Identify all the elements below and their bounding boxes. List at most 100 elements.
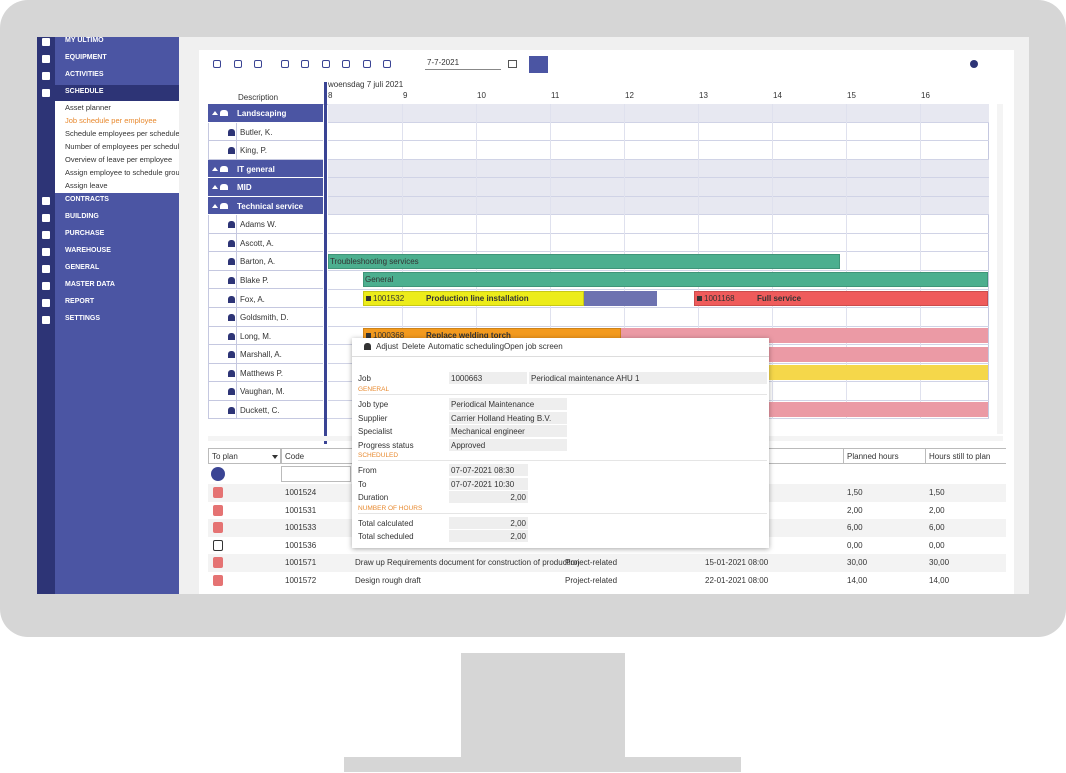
filter-dropdown[interactable]: To plan <box>208 448 281 464</box>
gantt-bar[interactable]: General <box>363 272 988 288</box>
employee-name: Adams W. <box>240 220 277 230</box>
employee-name: Marshall, A. <box>240 350 282 360</box>
field-label: Job <box>358 374 371 383</box>
submenu-item[interactable]: Number of employees per schedule <box>65 142 179 151</box>
cell-code: 1001533 <box>285 523 317 532</box>
column-header[interactable]: Planned hours <box>847 452 899 461</box>
toolbar-icon[interactable] <box>383 60 391 68</box>
gantt-bar[interactable] <box>769 365 988 381</box>
field-value: Periodical Maintenance <box>449 398 567 410</box>
table-row[interactable] <box>208 571 1006 589</box>
cell-code: 1001572 <box>285 575 317 585</box>
v-scrollbar[interactable] <box>997 104 1003 434</box>
menu-item[interactable]: MY ULTIMO <box>65 37 104 44</box>
cell-description: Design rough draft <box>355 575 421 585</box>
menu-item[interactable]: ACTIVITIES <box>65 71 104 78</box>
submenu-item[interactable]: Asset planner <box>65 103 111 112</box>
menu-item[interactable]: GENERAL <box>65 264 100 271</box>
gantt-bar[interactable] <box>584 291 657 306</box>
submenu-item[interactable]: Assign employee to schedule group <box>65 168 179 177</box>
column-header[interactable]: Hours still to plan <box>929 452 991 461</box>
hour-label: 8 <box>328 91 333 100</box>
calendar-icon[interactable] <box>508 60 517 68</box>
cell-date: 22-01-2021 08:00 <box>705 575 769 585</box>
cell-type: Project-related <box>565 558 618 567</box>
employee-divider <box>236 252 237 271</box>
sidebar-icons <box>37 37 55 594</box>
menu-item[interactable]: REPORT <box>65 298 95 305</box>
menu-item[interactable]: PURCHASE <box>65 230 105 237</box>
menu-item[interactable]: BUILDING <box>65 213 99 220</box>
employee-name: Butler, K. <box>240 127 273 137</box>
toolbar-icon[interactable] <box>301 60 309 68</box>
employee-cell <box>208 233 323 253</box>
gantt-bar[interactable] <box>769 402 988 418</box>
group-row-bg <box>328 196 989 216</box>
menu-item[interactable]: MASTER DATA <box>65 281 115 288</box>
submenu-item[interactable]: Schedule employees per schedule g <box>65 129 179 138</box>
group-row[interactable] <box>208 104 323 123</box>
expand-arrow[interactable] <box>212 166 218 171</box>
hour-label: 10 <box>477 91 486 100</box>
popup-action[interactable]: Delete <box>402 342 426 351</box>
gantt-bar[interactable] <box>769 346 988 362</box>
submenu-item[interactable]: Overview of leave per employee <box>65 155 173 164</box>
expand-arrow[interactable] <box>212 111 218 115</box>
submenu-item[interactable]: Assign leave <box>65 181 108 190</box>
menu-icon <box>42 282 50 290</box>
toolbar-icon[interactable] <box>322 60 330 68</box>
group-row[interactable] <box>208 196 323 216</box>
menu-icon <box>42 72 50 80</box>
cell-type: Project-related <box>565 575 618 585</box>
current-time-line <box>324 82 327 444</box>
submenu-item[interactable]: Job schedule per employee <box>65 116 157 125</box>
monitor-neck <box>461 653 625 757</box>
group-label: MID <box>237 183 252 193</box>
expand-arrow[interactable] <box>212 203 218 208</box>
group-row[interactable] <box>208 159 323 179</box>
info-icon[interactable] <box>970 60 978 68</box>
toolbar-icon[interactable] <box>281 60 289 68</box>
info-button[interactable] <box>211 467 225 481</box>
submenu <box>55 101 179 193</box>
toolbar-icon[interactable] <box>213 60 221 68</box>
field-label: From <box>358 466 377 475</box>
table-row[interactable] <box>208 554 1006 572</box>
column-header[interactable]: Code <box>285 452 305 461</box>
toolbar-icon[interactable] <box>363 60 371 68</box>
dropdown-arrow <box>272 455 278 459</box>
field-label: Total calculated <box>358 518 414 528</box>
menu-item[interactable]: SETTINGS <box>65 315 101 322</box>
field-value: Carrier Holland Heating B.V. <box>449 411 567 424</box>
code-filter[interactable] <box>281 466 351 482</box>
hour-gridline <box>920 104 921 420</box>
menu-item[interactable]: CONTRACTS <box>65 196 109 203</box>
popup-action[interactable]: Adjust <box>376 342 399 351</box>
hour-label: 14 <box>773 91 782 100</box>
date-input[interactable]: 7-7-2021 <box>425 58 501 70</box>
section-title: GENERAL <box>358 386 390 393</box>
monitor-base <box>344 757 741 772</box>
toolbar-icon[interactable] <box>254 60 262 68</box>
menu-item[interactable]: WAREHOUSE <box>65 247 111 254</box>
field-value: 2,00 <box>449 516 528 529</box>
menu-item[interactable]: EQUIPMENT <box>65 54 107 61</box>
person-icon <box>228 239 235 247</box>
toolbar-icon[interactable] <box>234 60 242 68</box>
group-row[interactable] <box>208 178 323 197</box>
menu-item[interactable]: SCHEDULE <box>65 88 104 95</box>
popup-action[interactable]: Open job screen <box>504 342 563 351</box>
employee-name: Fox, A. <box>240 294 265 304</box>
gantt-bar[interactable]: 1001168 Full service <box>694 291 988 306</box>
today-button[interactable] <box>529 56 548 73</box>
toolbar-icon[interactable] <box>342 60 350 68</box>
cell-planned: 6,00 <box>847 523 863 532</box>
gantt-bar[interactable]: 1001532 Production line installation <box>363 291 584 306</box>
popup-action[interactable]: Automatic scheduling <box>428 342 505 351</box>
expand-arrow[interactable] <box>212 185 218 190</box>
person-icon <box>228 388 235 396</box>
cell-code: 1001571 <box>285 558 317 567</box>
gantt-bar[interactable]: Troubleshooting services <box>328 253 840 269</box>
employee-divider <box>236 345 237 364</box>
